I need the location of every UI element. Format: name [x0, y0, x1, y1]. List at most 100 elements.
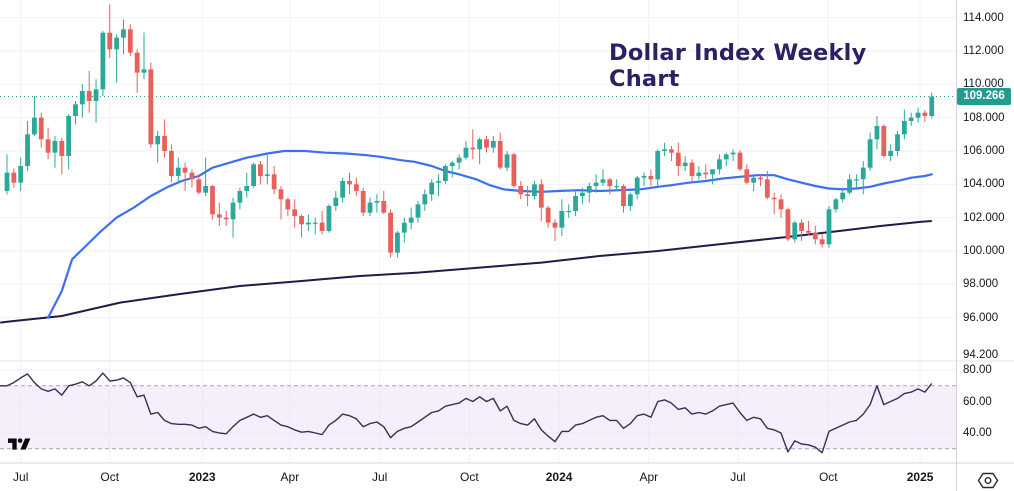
candle-body	[121, 29, 126, 38]
candle-body	[785, 209, 791, 240]
candle-body	[833, 199, 839, 210]
rsi-line	[0, 372, 933, 454]
candle-body	[799, 222, 804, 231]
tradingview-logo-icon	[8, 438, 31, 450]
candle-body	[443, 165, 448, 181]
candle-body	[93, 89, 99, 101]
candle-body	[299, 215, 304, 225]
candle-body	[401, 222, 407, 233]
candle-body	[497, 140, 503, 168]
candle-body	[25, 134, 30, 166]
candle-body	[614, 185, 620, 188]
candle-body	[148, 69, 154, 145]
candle-body	[655, 150, 661, 180]
candle-body	[538, 184, 544, 208]
candle-body	[826, 209, 832, 245]
ma-fast-line	[47, 149, 933, 319]
candle-body	[682, 162, 688, 166]
rsi-axis-label: 40.00	[963, 427, 992, 439]
candle-body	[449, 162, 455, 166]
candle-body	[127, 29, 133, 53]
candle-body	[107, 32, 113, 50]
candle-body	[593, 182, 599, 186]
candle-body	[175, 167, 181, 176]
candle-body	[490, 140, 496, 148]
candle-body	[470, 147, 476, 150]
candle-body	[353, 184, 359, 191]
settings-octagon-icon[interactable]	[977, 472, 999, 489]
price-axis-label: 114.000	[963, 11, 1004, 24]
price-axis-label: 112.000	[963, 45, 1004, 57]
candle-body	[306, 222, 311, 225]
candle-body	[908, 117, 914, 121]
price-axis-label: 108.000	[963, 111, 1005, 124]
candle-body	[710, 169, 715, 175]
candle-body	[764, 179, 770, 198]
candle-body	[100, 32, 106, 90]
time-axis-label: Jul	[730, 470, 746, 484]
candlestick-series	[4, 4, 935, 258]
candle-body	[367, 202, 373, 213]
candle-body	[251, 164, 256, 186]
candle-body	[723, 154, 729, 160]
candle-body	[319, 222, 325, 231]
candle-body	[573, 195, 578, 211]
candle-body	[196, 179, 202, 193]
candle-body	[648, 175, 654, 180]
candle-body	[292, 209, 298, 216]
price-axis-label: 100.000	[963, 244, 1005, 257]
candle-body	[374, 200, 380, 203]
candle-body	[525, 194, 530, 196]
candle-body	[477, 139, 483, 150]
candle-body	[806, 230, 811, 233]
time-axis-label: Apr	[639, 470, 659, 484]
candle-body	[45, 139, 51, 153]
candle-body	[237, 190, 243, 203]
candle-body	[326, 205, 332, 231]
candle-body	[73, 104, 78, 116]
price-axis-label: 110.000	[963, 78, 1004, 91]
candle-body	[669, 149, 674, 153]
price-axis-label: 98.000	[963, 278, 999, 291]
candle-body	[552, 222, 558, 228]
candle-body	[744, 169, 750, 183]
candle-body	[915, 112, 921, 118]
candle-body	[189, 172, 195, 180]
candle-body	[737, 152, 743, 170]
candle-body	[901, 120, 907, 135]
candle-body	[621, 185, 626, 206]
candle-body	[18, 165, 24, 183]
candle-body	[223, 217, 229, 220]
candle-body	[155, 135, 161, 145]
candle-body	[840, 192, 846, 200]
candle-body	[771, 197, 777, 200]
candle-body	[381, 200, 387, 213]
candle-body	[66, 115, 72, 156]
candle-body	[504, 154, 510, 168]
rsi-axis-label: 60.00	[963, 395, 992, 408]
candle-body	[32, 117, 37, 135]
candle-body	[271, 174, 277, 190]
candle-body	[922, 112, 928, 116]
rsi-axis-label: 80.00	[963, 364, 992, 376]
candle-body	[634, 177, 640, 195]
time-axis-label: 2023	[188, 470, 216, 484]
time-axis-label: Jul	[13, 470, 29, 484]
candle-body	[511, 154, 517, 186]
candle-body	[689, 162, 695, 176]
candle-body	[422, 194, 428, 205]
candle-body	[717, 159, 722, 170]
candle-body	[230, 202, 236, 220]
candle-body	[264, 174, 270, 176]
candle-body	[360, 190, 366, 213]
price-axis-label: 96.000	[963, 311, 999, 324]
candle-body	[38, 117, 44, 140]
candle-body	[11, 172, 17, 183]
candle-body	[600, 179, 606, 183]
price-axis-label: 104.000	[963, 178, 1005, 191]
candle-body	[141, 69, 147, 73]
candle-body	[340, 180, 346, 198]
candle-body	[429, 182, 435, 195]
